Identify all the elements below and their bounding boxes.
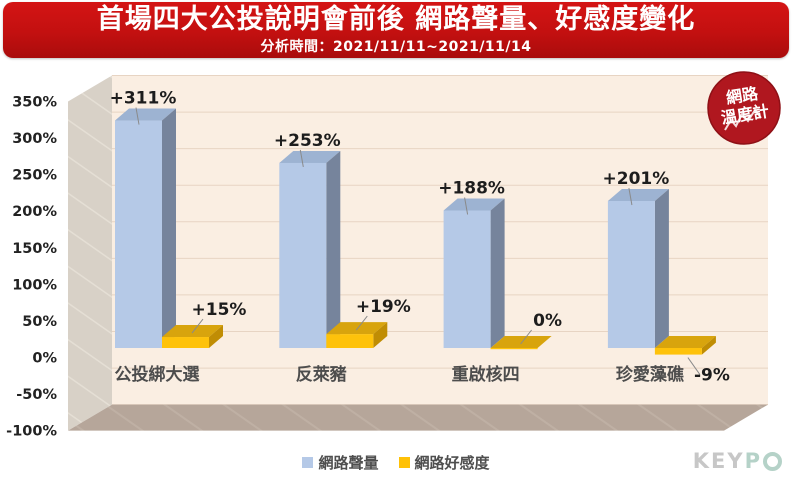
badge-line1: 網路 [725, 84, 761, 108]
leader-line [299, 149, 304, 168]
category-label: 反萊豬 [296, 364, 347, 385]
plot-back-wall [112, 75, 768, 405]
keypo-o-icon [763, 452, 782, 471]
legend-sentiment-label: 網路好感度 [414, 454, 490, 472]
value-label-volume: +311% [110, 89, 177, 109]
bar-volume-3-side [654, 188, 669, 348]
value-label-sentiment: +19% [356, 297, 411, 317]
legend-item-sentiment: 網路好感度 [398, 452, 490, 473]
bar-volume-3-front [607, 200, 655, 348]
y-axis-tick-label: 250% [12, 168, 57, 184]
badge-sparkline-icon [724, 108, 762, 131]
leader-line [135, 107, 140, 125]
value-label-sentiment: 0% [533, 311, 562, 331]
chart-legend: 網路聲量 網路好感度 [0, 452, 792, 473]
bar-sentiment-3-front [654, 348, 702, 355]
y-axis-tick-label: 0% [32, 351, 57, 367]
title-banner: 首場四大公投說明會前後 網路聲量、好感度變化 分析時間：2021/11/11~2… [3, 2, 789, 58]
bar-volume-2-top [443, 198, 505, 211]
badge-circle [707, 71, 781, 145]
y-axis-tick-label: 200% [12, 204, 57, 220]
category-label: 公投綁大選 [115, 364, 200, 385]
bar-sentiment-1-front [326, 334, 374, 348]
bar-sentiment-2-front [490, 348, 538, 350]
bar-volume-1-front [279, 162, 327, 348]
bar-sentiment-2-top [490, 336, 552, 348]
leader-line [355, 315, 368, 331]
leader-line [687, 357, 701, 375]
bar-sentiment-1-top [326, 322, 388, 335]
leader-line [464, 197, 469, 215]
sentiment-swatch-icon [398, 457, 410, 468]
y-axis-tick-label: 300% [12, 131, 57, 147]
value-label-volume: +201% [603, 169, 670, 189]
bar-volume-0-front [115, 120, 162, 348]
keypo-logo-teal: P [744, 449, 762, 473]
value-label-volume: +253% [274, 131, 341, 151]
y-axis-tick-label: 100% [12, 277, 57, 293]
y-axis-tick-label: 350% [12, 95, 57, 111]
value-label-sentiment: +15% [192, 300, 247, 320]
category-label: 重啟核四 [452, 364, 520, 385]
brand-stamp-badge: 網路 溫度計 [707, 71, 781, 145]
plot-floor [68, 404, 768, 431]
bar-sentiment-3-side [701, 336, 716, 355]
legend-volume-label: 網路聲量 [318, 454, 379, 472]
y-axis-tick-label: -100% [6, 424, 57, 440]
bar-volume-2-front [443, 210, 491, 348]
plot-left-wall [68, 75, 112, 431]
keypo-logo-gray: KEY [692, 449, 745, 473]
keypo-logo: KEY P [693, 451, 782, 472]
y-axis-tick-label: -50% [16, 387, 57, 403]
volume-swatch-icon [302, 457, 314, 468]
page-title: 首場四大公投說明會前後 網路聲量、好感度變化 [96, 4, 696, 35]
y-axis-tick-label: 150% [12, 241, 57, 257]
bar-sentiment-0-front [162, 337, 209, 348]
bar-sentiment-3-top [654, 336, 716, 348]
leader-line [191, 318, 204, 334]
bar-volume-2-side [490, 198, 505, 348]
bar-volume-1-top [279, 150, 341, 163]
value-label-volume: +188% [438, 178, 505, 198]
bar-volume-0-top [115, 108, 176, 121]
bar-sentiment-1-side [373, 322, 388, 348]
bar-sentiment-0-top [162, 325, 223, 338]
category-label: 珍愛藻礁 [616, 364, 684, 385]
bar-volume-0-side [162, 108, 176, 348]
legend-item-volume: 網路聲量 [302, 452, 379, 473]
leader-line [628, 187, 633, 206]
value-label-sentiment: -9% [694, 366, 730, 386]
y-axis-tick-label: 50% [22, 314, 57, 330]
bar-volume-1-side [326, 150, 341, 348]
bar-sentiment-0-side [209, 325, 223, 348]
bar-volume-3-top [607, 188, 669, 201]
analysis-period: 分析時間：2021/11/11~2021/11/14 [260, 39, 532, 56]
leader-line [520, 329, 532, 345]
